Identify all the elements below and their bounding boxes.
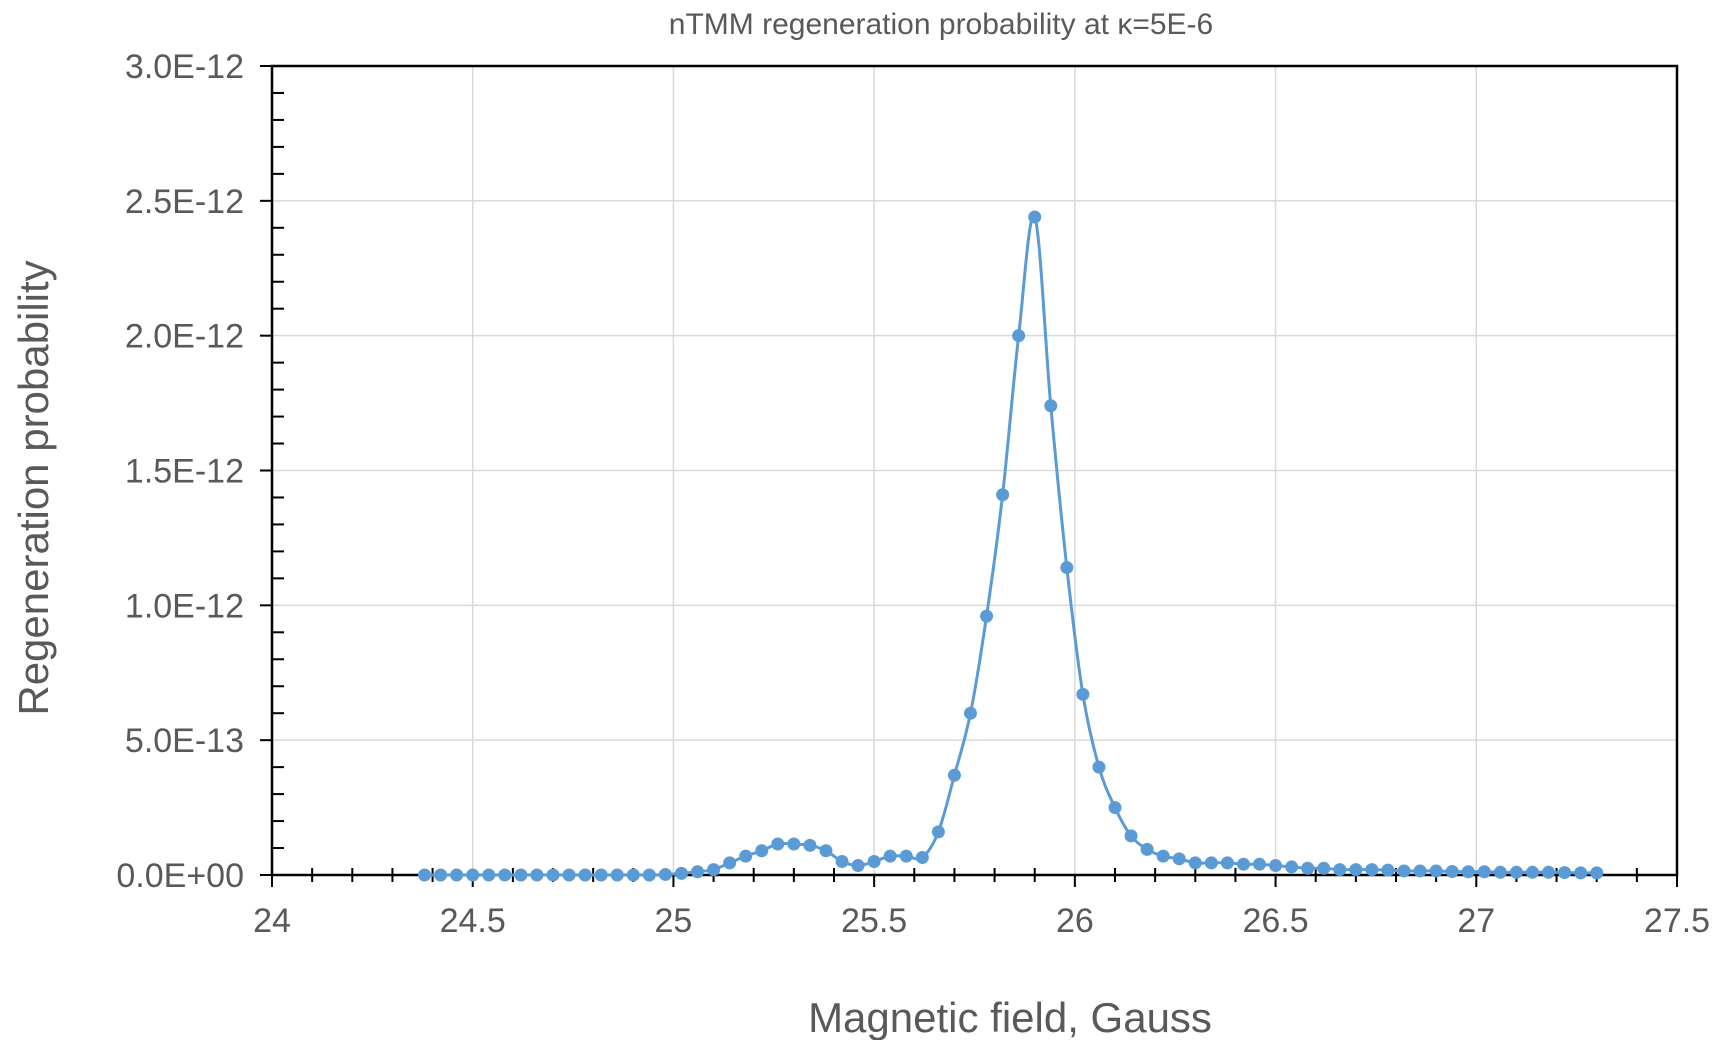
data-point bbox=[1574, 866, 1588, 880]
data-point bbox=[1445, 864, 1459, 878]
data-point bbox=[1558, 866, 1572, 880]
data-point bbox=[1060, 561, 1074, 575]
data-point bbox=[963, 706, 977, 720]
data-point bbox=[482, 868, 496, 882]
data-point bbox=[498, 868, 512, 882]
data-point bbox=[1236, 857, 1250, 871]
data-point bbox=[803, 838, 817, 852]
data-point bbox=[883, 849, 897, 863]
data-point bbox=[1044, 399, 1058, 413]
data-point bbox=[610, 868, 624, 882]
data-point bbox=[1285, 860, 1299, 874]
x-tick-label: 27.5 bbox=[1644, 902, 1710, 940]
data-point bbox=[1333, 863, 1347, 877]
data-point bbox=[707, 863, 721, 877]
data-point bbox=[1204, 856, 1218, 870]
x-tick-label: 27 bbox=[1457, 902, 1495, 940]
data-point bbox=[1012, 329, 1026, 343]
data-point bbox=[514, 868, 528, 882]
data-point bbox=[1188, 856, 1202, 870]
data-point bbox=[1028, 210, 1042, 224]
gridlines bbox=[272, 65, 1678, 875]
data-point bbox=[996, 488, 1010, 502]
data-point bbox=[642, 868, 656, 882]
data-point bbox=[434, 868, 448, 882]
data-point bbox=[851, 859, 865, 873]
data-point bbox=[1140, 842, 1154, 856]
data-point bbox=[626, 868, 640, 882]
data-point bbox=[739, 849, 753, 863]
data-point bbox=[1525, 865, 1539, 879]
data-point bbox=[1301, 861, 1315, 875]
y-tick-label: 1.0E-12 bbox=[125, 587, 244, 625]
data-point bbox=[723, 856, 737, 870]
data-point bbox=[418, 868, 432, 882]
data-point bbox=[530, 868, 544, 882]
y-tick-label: 2.5E-12 bbox=[125, 183, 244, 221]
x-tick-label: 25.5 bbox=[841, 902, 907, 940]
data-point bbox=[915, 850, 929, 864]
data-point bbox=[578, 868, 592, 882]
data-point bbox=[1317, 861, 1331, 875]
y-tick-label: 2.0E-12 bbox=[125, 318, 244, 356]
data-point bbox=[1461, 865, 1475, 879]
data-point bbox=[674, 866, 688, 880]
series-line bbox=[424, 214, 1597, 877]
data-point bbox=[1172, 852, 1186, 866]
data-point bbox=[1381, 863, 1395, 877]
data-series bbox=[418, 210, 1604, 882]
data-point bbox=[1413, 864, 1427, 878]
data-point bbox=[1269, 859, 1283, 873]
data-point bbox=[980, 609, 994, 623]
data-point bbox=[466, 868, 480, 882]
data-point bbox=[562, 868, 576, 882]
data-point bbox=[1493, 865, 1507, 879]
data-point bbox=[947, 768, 961, 782]
data-point bbox=[658, 867, 672, 881]
data-point bbox=[1220, 856, 1234, 870]
x-tick-label: 26 bbox=[1056, 902, 1094, 940]
data-point bbox=[819, 844, 833, 858]
data-point bbox=[1429, 864, 1443, 878]
data-point bbox=[1156, 849, 1170, 863]
chart-title: nTMM regeneration probability at κ=5E-6 bbox=[669, 8, 1213, 41]
y-tick-label: 0.0E+00 bbox=[116, 857, 244, 895]
x-tick-label: 26.5 bbox=[1242, 902, 1308, 940]
y-tick-label: 1.5E-12 bbox=[125, 453, 244, 491]
data-point bbox=[691, 865, 705, 879]
data-point bbox=[1092, 760, 1106, 774]
data-point bbox=[1365, 863, 1379, 877]
data-point bbox=[1108, 801, 1122, 815]
x-tick-label: 24.5 bbox=[440, 902, 506, 940]
data-point bbox=[1124, 829, 1138, 843]
data-point bbox=[1509, 865, 1523, 879]
data-point bbox=[787, 837, 801, 851]
data-point bbox=[1253, 857, 1267, 871]
data-point bbox=[899, 849, 913, 863]
data-point bbox=[755, 844, 769, 858]
data-point bbox=[594, 868, 608, 882]
data-point bbox=[450, 868, 464, 882]
data-point bbox=[1477, 865, 1491, 879]
data-point bbox=[771, 837, 785, 851]
tick-labels: 24 24.5 25 25.5 26 26.5 27 27.5 0.0E+00 5.0E-13 1.… bbox=[116, 48, 1710, 940]
data-point bbox=[1397, 864, 1411, 878]
x-tick-label: 25 bbox=[655, 902, 693, 940]
y-tick-label: 5.0E-13 bbox=[125, 722, 244, 760]
data-point bbox=[867, 855, 881, 869]
data-point bbox=[546, 868, 560, 882]
data-point bbox=[835, 855, 849, 869]
data-point bbox=[1590, 866, 1604, 880]
x-axis-title: Magnetic field, Gauss bbox=[808, 994, 1212, 1040]
data-point bbox=[931, 825, 945, 839]
y-axis-title: Regeneration probability bbox=[10, 260, 57, 715]
data-point bbox=[1349, 863, 1363, 877]
data-point bbox=[1076, 687, 1090, 701]
x-tick-label: 24 bbox=[253, 902, 291, 940]
y-tick-label: 3.0E-12 bbox=[125, 48, 244, 86]
data-point bbox=[1542, 865, 1556, 879]
